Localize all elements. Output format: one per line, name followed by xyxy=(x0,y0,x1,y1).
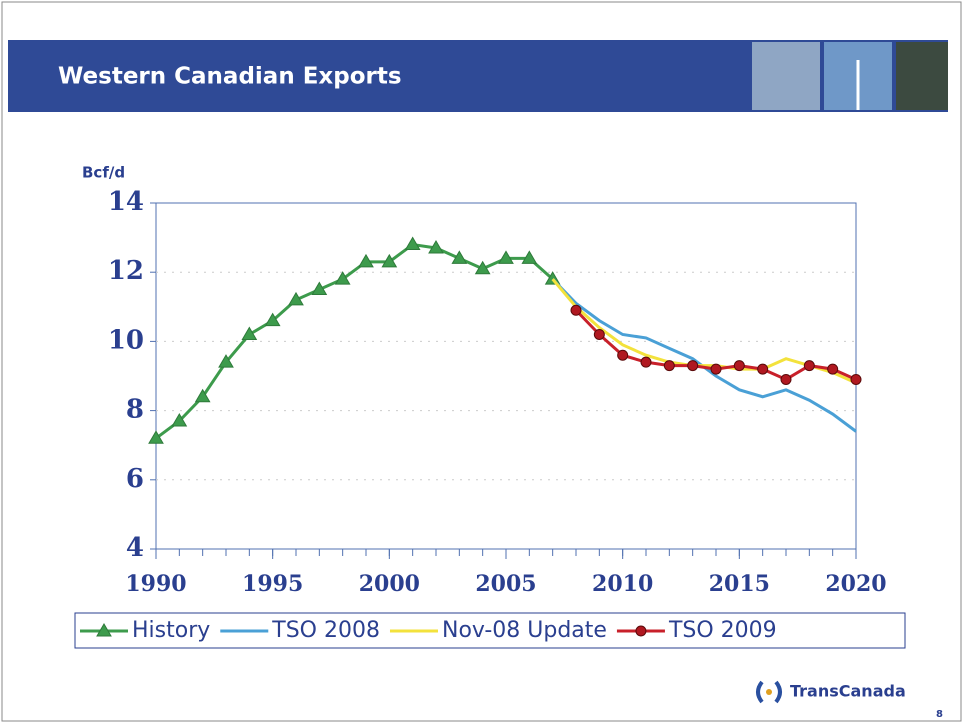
legend-label: TSO 2009 xyxy=(668,618,777,643)
data-point xyxy=(663,360,675,372)
data-point xyxy=(148,430,164,444)
data-point xyxy=(617,349,629,361)
y-tick-label: 8 xyxy=(126,395,144,425)
x-tick-label: 2015 xyxy=(709,571,770,597)
y-tick-label: 14 xyxy=(108,187,144,217)
legend-marker xyxy=(96,623,112,637)
x-tick-label: 2000 xyxy=(359,571,420,597)
data-point xyxy=(687,360,699,372)
series-line xyxy=(155,242,554,440)
x-tick-label: 1990 xyxy=(125,571,186,597)
data-point xyxy=(428,239,444,254)
y-tick-label: 4 xyxy=(126,533,144,563)
data-point xyxy=(803,360,815,372)
data-point xyxy=(334,271,351,285)
data-point xyxy=(241,326,258,340)
page-number: 8 xyxy=(936,709,943,720)
data-point xyxy=(451,250,468,264)
y-axis-label: Bcf/d xyxy=(82,164,125,182)
y-tick-label: 12 xyxy=(108,256,144,286)
data-point xyxy=(733,360,745,372)
banner-photo xyxy=(752,42,820,110)
x-tick-label: 2020 xyxy=(825,571,886,597)
x-tick-label: 2010 xyxy=(592,571,653,597)
legend-label: TSO 2008 xyxy=(271,618,380,643)
data-point xyxy=(757,363,769,375)
legend-label: Nov-08 Update xyxy=(442,618,607,643)
data-point xyxy=(850,373,862,385)
data-point xyxy=(171,412,188,427)
data-point xyxy=(311,281,328,295)
data-point xyxy=(358,253,374,268)
data-point xyxy=(404,236,421,251)
data-point xyxy=(498,250,514,264)
data-point xyxy=(593,328,605,340)
data-point xyxy=(474,260,491,275)
data-point xyxy=(710,363,722,375)
data-point xyxy=(264,312,281,327)
data-point xyxy=(827,363,839,375)
legend-marker xyxy=(635,625,647,637)
data-point xyxy=(194,388,211,403)
data-point xyxy=(381,253,398,268)
y-tick-label: 6 xyxy=(126,464,144,494)
data-point xyxy=(521,250,538,264)
logo-icon xyxy=(756,680,782,704)
data-point xyxy=(288,291,304,306)
data-point xyxy=(780,373,792,385)
data-point xyxy=(570,304,582,316)
y-tick-label: 10 xyxy=(108,325,144,355)
banner-photo xyxy=(896,42,948,110)
slide-title: Western Canadian Exports xyxy=(58,64,402,90)
x-tick-label: 2005 xyxy=(475,571,536,597)
data-point xyxy=(218,354,234,368)
legend-label: History xyxy=(132,618,210,643)
legend xyxy=(74,612,906,649)
data-point xyxy=(640,356,652,368)
logo-icon xyxy=(766,689,772,695)
logo-text: TransCanada xyxy=(790,682,906,701)
x-tick-label: 1995 xyxy=(242,571,303,597)
